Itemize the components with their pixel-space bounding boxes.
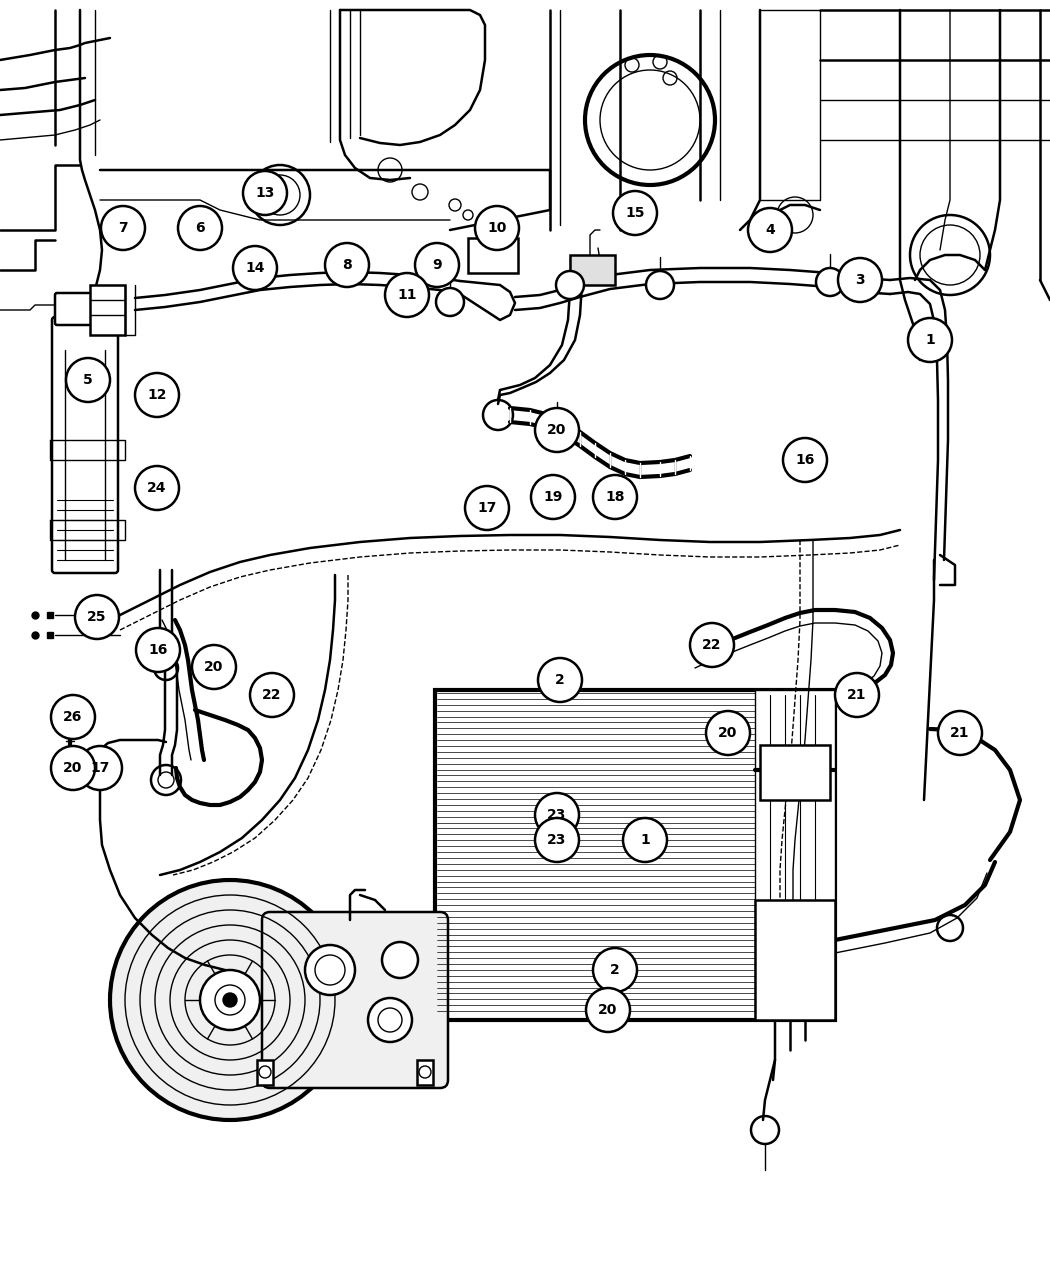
Circle shape: [78, 746, 122, 790]
Circle shape: [835, 673, 879, 717]
Circle shape: [748, 208, 792, 252]
Text: 17: 17: [90, 761, 109, 775]
FancyBboxPatch shape: [262, 912, 448, 1088]
Circle shape: [908, 317, 952, 362]
Circle shape: [646, 272, 674, 300]
Circle shape: [326, 244, 369, 287]
Text: 16: 16: [795, 453, 815, 467]
Circle shape: [593, 476, 637, 519]
Text: 21: 21: [847, 688, 866, 703]
Circle shape: [66, 358, 110, 402]
Text: 23: 23: [547, 833, 567, 847]
Text: 1: 1: [640, 833, 650, 847]
Circle shape: [368, 998, 412, 1042]
Circle shape: [223, 993, 237, 1007]
Circle shape: [51, 695, 94, 739]
Text: 20: 20: [63, 761, 83, 775]
Circle shape: [436, 288, 464, 316]
Bar: [435, 690, 835, 1020]
Circle shape: [475, 207, 519, 250]
Circle shape: [135, 465, 179, 510]
Text: 5: 5: [83, 374, 92, 388]
Circle shape: [200, 970, 260, 1030]
Text: 10: 10: [487, 221, 507, 235]
Text: 2: 2: [555, 673, 565, 687]
Text: 7: 7: [119, 221, 128, 235]
Text: 15: 15: [625, 207, 645, 221]
Text: 17: 17: [478, 501, 497, 515]
Circle shape: [838, 258, 882, 302]
Circle shape: [136, 629, 180, 672]
Circle shape: [415, 244, 459, 287]
Text: 21: 21: [950, 725, 970, 739]
Circle shape: [543, 416, 571, 444]
Text: 2: 2: [610, 963, 620, 977]
Text: 19: 19: [543, 490, 563, 504]
Text: 23: 23: [547, 808, 567, 822]
Bar: [570, 255, 615, 286]
Text: 6: 6: [195, 221, 205, 235]
Circle shape: [465, 486, 509, 530]
Circle shape: [586, 988, 630, 1031]
FancyBboxPatch shape: [52, 317, 118, 572]
Circle shape: [536, 408, 579, 453]
Bar: [755, 690, 835, 1020]
Bar: [760, 745, 830, 799]
Text: 26: 26: [63, 710, 83, 724]
Circle shape: [538, 658, 582, 703]
Circle shape: [556, 272, 584, 300]
Circle shape: [783, 439, 827, 482]
Circle shape: [382, 942, 418, 978]
Text: 1: 1: [925, 333, 934, 347]
Text: 24: 24: [147, 481, 167, 495]
Circle shape: [135, 374, 179, 417]
Circle shape: [613, 191, 657, 235]
Circle shape: [531, 476, 575, 519]
Circle shape: [192, 645, 236, 688]
Text: 3: 3: [855, 273, 865, 287]
Circle shape: [101, 207, 145, 250]
Text: 4: 4: [765, 223, 775, 237]
Text: 22: 22: [702, 638, 721, 652]
Circle shape: [75, 595, 119, 639]
Text: 20: 20: [205, 660, 224, 674]
Circle shape: [623, 819, 667, 862]
Circle shape: [690, 623, 734, 667]
Bar: [257, 1060, 273, 1085]
Text: 8: 8: [342, 258, 352, 272]
Text: 13: 13: [255, 186, 275, 200]
Circle shape: [536, 819, 579, 862]
Circle shape: [593, 949, 637, 992]
Text: 14: 14: [246, 261, 265, 275]
Text: 20: 20: [598, 1003, 617, 1017]
Circle shape: [706, 711, 750, 755]
Circle shape: [816, 268, 844, 296]
Circle shape: [51, 746, 94, 790]
Circle shape: [178, 207, 222, 250]
Text: 16: 16: [148, 643, 168, 657]
Circle shape: [385, 273, 429, 317]
Bar: [468, 238, 518, 273]
Circle shape: [938, 711, 982, 755]
Text: 9: 9: [433, 258, 442, 272]
Bar: [90, 286, 125, 335]
Circle shape: [243, 171, 287, 215]
Bar: [417, 1060, 433, 1085]
Text: 12: 12: [147, 388, 167, 402]
Circle shape: [536, 793, 579, 836]
Text: 20: 20: [547, 423, 567, 437]
Circle shape: [304, 945, 355, 994]
Text: 18: 18: [605, 490, 625, 504]
Text: 22: 22: [262, 688, 281, 703]
Text: 25: 25: [87, 609, 107, 623]
FancyBboxPatch shape: [55, 293, 116, 325]
Circle shape: [233, 246, 277, 289]
Text: 20: 20: [718, 725, 738, 739]
Circle shape: [110, 880, 350, 1119]
Circle shape: [250, 673, 294, 717]
Text: 11: 11: [397, 288, 417, 302]
Bar: [755, 900, 835, 1020]
